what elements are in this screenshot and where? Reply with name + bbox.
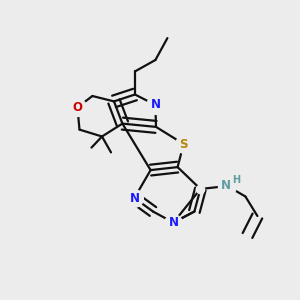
Text: N: N	[168, 216, 178, 229]
Text: N: N	[221, 179, 231, 192]
Text: N: N	[129, 191, 140, 205]
Text: N: N	[150, 98, 161, 112]
Text: S: S	[179, 137, 188, 151]
Text: H: H	[232, 175, 240, 185]
Text: O: O	[72, 101, 82, 114]
